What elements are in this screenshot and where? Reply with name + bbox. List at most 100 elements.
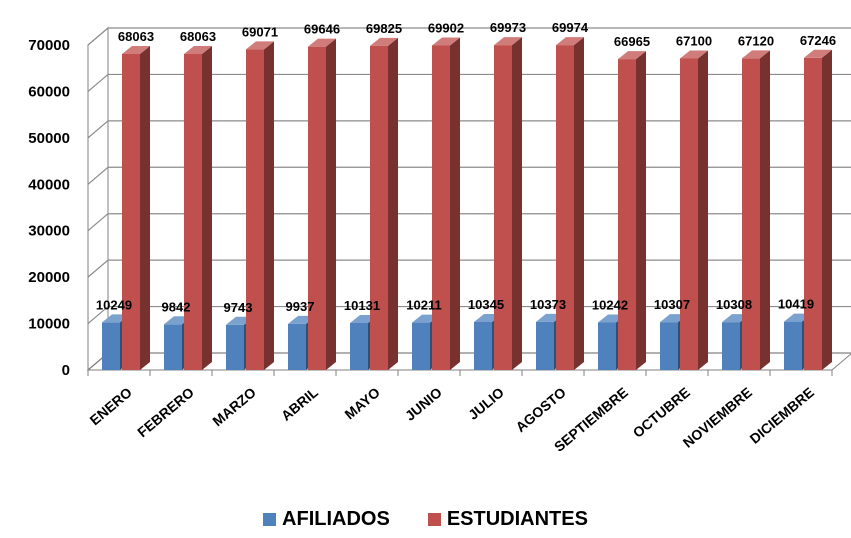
bar-estudiantes-side: [202, 45, 212, 370]
y-tick-label: 20000: [28, 269, 70, 286]
data-label-afiliados: 9743: [224, 300, 253, 315]
bar-estudiantes: [494, 37, 522, 370]
bar-estudiantes: [618, 51, 646, 371]
data-label-afiliados: 10307: [654, 297, 690, 312]
bar-estudiantes-side: [636, 51, 646, 371]
bar-estudiantes-front: [618, 59, 636, 371]
data-label-afiliados: 10242: [592, 297, 628, 312]
x-tick-label: JUNIO: [402, 384, 445, 424]
bar-estudiantes-front: [184, 53, 202, 370]
data-label-estudiantes: 68063: [180, 29, 216, 44]
legend-label-afiliados: AFILIADOS: [282, 508, 390, 530]
x-axis-ticks: ENERO FEBRERO MARZO ABRIL MAYO JUNIO JULIO AGOS…: [86, 384, 816, 455]
bar-estudiantes: [556, 37, 584, 370]
gridline: [87, 259, 851, 278]
data-label-estudiantes: 66965: [614, 34, 650, 49]
bar-afiliados-front: [102, 322, 120, 370]
bar-estudiantes-front: [432, 45, 450, 371]
data-label-afiliados: 10211: [406, 298, 441, 313]
data-label-estudiantes: 69825: [366, 21, 402, 36]
data-label-estudiantes: 67100: [676, 33, 712, 48]
data-label-afiliados: 10373: [530, 297, 566, 312]
bar-estudiantes-top: [432, 37, 460, 46]
bar-estudiantes: [122, 45, 150, 370]
x-tick-label: ENERO: [86, 384, 135, 428]
data-label-afiliados: 10249: [96, 297, 132, 312]
bar-estudiantes-side: [450, 37, 460, 370]
data-labels: 10249 68063 9842 68063 9743 69071 9937 69646 101…: [96, 20, 836, 315]
bar-estudiantes-front: [742, 58, 760, 370]
bar-estudiantes-side: [760, 50, 770, 370]
bar-afiliados-front: [412, 322, 430, 370]
bar-estudiantes: [246, 41, 274, 371]
bar-estudiantes-top: [804, 49, 832, 58]
x-tick-label: AGOSTO: [512, 384, 569, 435]
data-label-afiliados: 10419: [778, 297, 814, 312]
x-tick-label: ABRIL: [278, 384, 321, 424]
bar-estudiantes-front: [556, 45, 574, 370]
bar-afiliados-front: [474, 321, 492, 370]
y-tick-label: 10000: [28, 316, 70, 333]
gridline: [87, 120, 851, 139]
bar-estudiantes-top: [246, 41, 274, 50]
bar-estudiantes-top: [742, 50, 770, 59]
data-label-afiliados: 9842: [162, 299, 191, 314]
bar-estudiantes-side: [326, 38, 336, 371]
data-label-estudiantes: 67246: [800, 33, 836, 48]
bar-afiliados-front: [164, 324, 182, 370]
bar-afiliados-front: [536, 321, 554, 370]
data-label-afiliados: 10345: [468, 297, 504, 312]
axes: [86, 45, 851, 376]
bar-afiliados-front: [288, 323, 306, 370]
legend-label-estudiantes: ESTUDIANTES: [446, 508, 588, 530]
bar-estudiantes-side: [512, 37, 522, 370]
bar-estudiantes-front: [246, 49, 264, 371]
bar-estudiantes-top: [370, 37, 398, 46]
bar-estudiantes: [804, 49, 832, 370]
bar-estudiantes-front: [370, 45, 388, 370]
bar-estudiantes-top: [680, 50, 708, 59]
gridline: [87, 166, 851, 185]
bar-estudiantes-side: [698, 50, 708, 370]
y-axis-ticks: 0 10000 20000 30000 40000 50000 60000 70000: [28, 37, 70, 379]
side-wall: [87, 26, 109, 372]
gridline: [87, 213, 851, 232]
bar-estudiantes-front: [680, 58, 698, 370]
data-label-estudiantes: 69902: [428, 20, 464, 35]
bar-estudiantes-front: [122, 53, 140, 370]
bar-estudiantes-top: [308, 38, 336, 47]
legend-swatch-estudiantes: [427, 513, 441, 526]
legend-item-estudiantes: ESTUDIANTES: [427, 508, 588, 531]
bar-afiliados-front: [722, 322, 740, 370]
bar-estudiantes-top: [122, 45, 150, 54]
legend-item-afiliados: AFILIADOS: [263, 508, 390, 531]
bar-estudiantes: [184, 45, 212, 370]
data-label-afiliados: 9937: [286, 299, 315, 314]
data-label-estudiantes: 67120: [738, 33, 774, 48]
bar-estudiantes-front: [804, 57, 822, 370]
data-label-estudiantes: 69973: [490, 20, 526, 35]
y-tick-label: 50000: [28, 130, 70, 147]
legend-swatch-afiliados: [263, 513, 277, 526]
x-tick-label: DICIEMBRE: [746, 384, 816, 447]
legend: AFILIADOS ESTUDIANTES: [0, 508, 851, 531]
y-tick-label: 60000: [28, 83, 70, 100]
data-label-afiliados: 10131: [344, 298, 380, 313]
gridline: [87, 73, 851, 92]
x-tick-label: JULIO: [465, 384, 507, 423]
bar-estudiantes: [680, 50, 708, 370]
bar-afiliados-front: [350, 322, 368, 370]
data-label-estudiantes: 69071: [242, 24, 278, 39]
y-tick-label: 70000: [28, 37, 70, 54]
x-tick-label: MARZO: [209, 384, 259, 429]
gridline: [87, 305, 851, 325]
bar-estudiantes-top: [556, 37, 584, 46]
bar-estudiantes-side: [388, 37, 398, 370]
bar-estudiantes-front: [308, 46, 326, 371]
y-tick-label: 30000: [28, 223, 70, 240]
gridline: [87, 27, 851, 46]
bar-estudiantes: [308, 38, 336, 371]
bar-estudiantes-top: [184, 45, 212, 54]
bar-estudiantes: [370, 37, 398, 370]
